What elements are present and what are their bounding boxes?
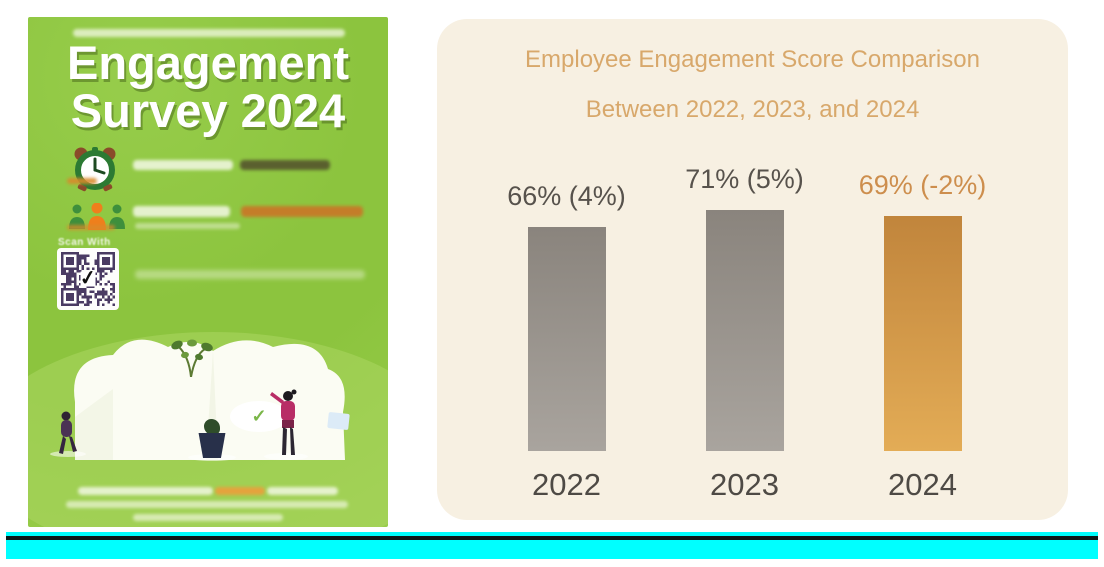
- checkmark-bubble: ✓: [230, 401, 288, 432]
- bar: [883, 216, 962, 451]
- bar-chart: 66% (4%) 2022 71% (5%) 2023 69% (-2%) 20…: [429, 164, 1060, 502]
- qr-code: ✓: [57, 248, 119, 310]
- bar-value-label: 71% (5%): [685, 164, 804, 194]
- standing-person-figure: [270, 389, 297, 455]
- survey-period-text-blurred: [133, 160, 233, 170]
- poster-footer-line3-blurred: [133, 514, 283, 521]
- qr-code-pattern: [61, 252, 115, 306]
- bar: [705, 210, 784, 451]
- bar-value-label: 69% (-2%): [858, 170, 987, 200]
- bar-value-label: 66% (4%): [507, 181, 626, 211]
- blue-paper-note: [327, 411, 350, 431]
- plant-pot: [198, 433, 226, 458]
- engagement-chart-panel: Employee Engagement Score Comparison Bet…: [437, 19, 1068, 520]
- poster-top-caption-blurred: [73, 29, 345, 37]
- poster-footer-line2-blurred: [66, 501, 348, 508]
- clock-orange-dash-blurred: [67, 178, 97, 184]
- engagement-survey-poster: Engagement Survey 2024 Scan With ✓: [28, 17, 388, 527]
- scan-with-label: Scan With: [58, 237, 111, 248]
- bottom-cyan-divider: [6, 532, 1098, 559]
- bar-group: 66% (4%) 2022: [507, 181, 626, 502]
- poster-title-line2: Survey 2024: [70, 84, 346, 137]
- bar-group: 69% (-2%) 2024: [859, 170, 987, 502]
- survey-period-dates-blurred: [240, 160, 330, 170]
- bar-year-label: 2024: [888, 467, 957, 502]
- poster-footer-line1b-blurred: [267, 487, 338, 495]
- target-group-text-blurred: [133, 206, 230, 217]
- poster-footer-line1a-blurred: [78, 487, 213, 495]
- chart-title: Employee Engagement Score Comparison Bet…: [437, 47, 1068, 123]
- poster-title: Engagement Survey 2024: [28, 39, 388, 135]
- divider-black-line: [6, 536, 1098, 540]
- people-orange-dash-blurred: [67, 225, 115, 230]
- bar-group: 71% (5%) 2023: [685, 164, 804, 502]
- bar-year-label: 2023: [710, 467, 779, 502]
- chart-title-line1: Employee Engagement Score Comparison: [525, 46, 980, 73]
- poster-title-line1: Engagement: [66, 36, 350, 89]
- walking-person-figure: [59, 411, 77, 454]
- target-group-highlight-blurred: [241, 206, 363, 217]
- bar: [527, 227, 606, 451]
- qr-side-text-blurred: [135, 270, 365, 279]
- bar-year-label: 2022: [532, 467, 601, 502]
- chart-title-line2: Between 2022, 2023, and 2024: [585, 96, 920, 123]
- plant-sprig-icon: [171, 339, 213, 377]
- left-person-shadow: [50, 451, 86, 457]
- poster-footer-line1-orange-blurred: [215, 487, 265, 495]
- right-person-shadow: [264, 453, 308, 460]
- target-group-subtext-blurred: [135, 223, 240, 229]
- pot-plant-leaves: [204, 419, 220, 435]
